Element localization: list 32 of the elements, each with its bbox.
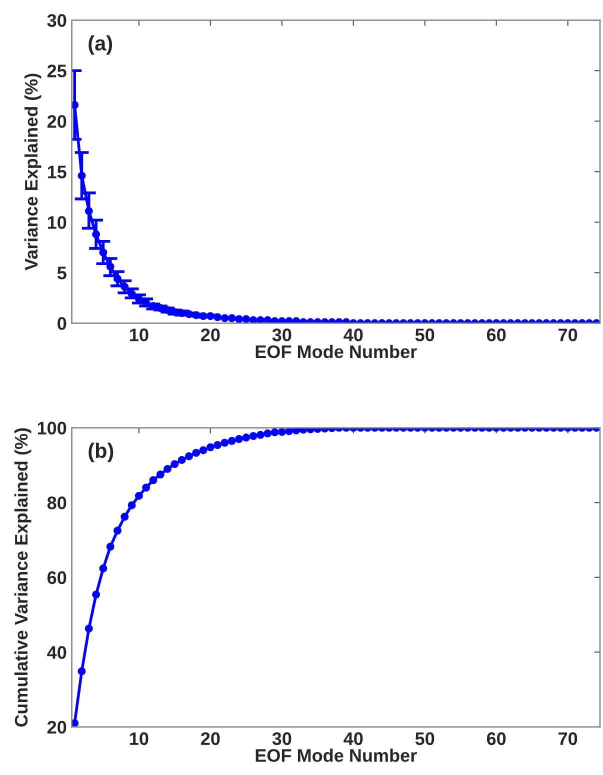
x-tick-label: 30 — [272, 328, 292, 342]
y-tick-label: 30 — [47, 14, 66, 27]
x-tick-label: 50 — [415, 328, 434, 342]
x-axis-title: EOF Mode Number — [256, 748, 417, 762]
x-tick-label: 40 — [344, 732, 363, 746]
y-tick-label: 25 — [47, 64, 66, 78]
x-tick-label: 20 — [201, 732, 220, 746]
y-tick-label: 40 — [47, 646, 66, 659]
y-tick-label: 5 — [57, 266, 66, 280]
y-tick-label: 80 — [47, 496, 66, 510]
y-tick-label: 15 — [48, 166, 66, 178]
x-tick-label: 60 — [486, 732, 506, 746]
x-tick-label: 70 — [558, 732, 578, 746]
y-tick-label: 0 — [58, 317, 66, 330]
y-tick-label: 60 — [47, 571, 66, 584]
x-tick-label: 20 — [201, 328, 220, 342]
x-tick-label: 10 — [130, 328, 148, 342]
x-tick-label: 70 — [558, 328, 578, 342]
x-tick-label: 30 — [272, 732, 292, 746]
y-tick-label: 20 — [47, 720, 66, 734]
x-axis-title: EOF Mode Number — [256, 344, 417, 358]
annotation: (b) — [88, 442, 114, 462]
y-axis-title: Cumulative Variance Explained (%) — [14, 428, 32, 727]
y-axis-title: Variance Explained (%) — [24, 74, 42, 270]
x-tick-label: 10 — [130, 732, 148, 746]
y-tick-label: 10 — [48, 216, 66, 229]
annotation: (a) — [88, 35, 112, 55]
x-tick-label: 40 — [344, 328, 363, 342]
x-tick-label: 60 — [486, 328, 506, 342]
y-tick-label: 100 — [38, 422, 66, 435]
x-tick-label: 50 — [415, 732, 434, 746]
y-tick-label: 20 — [47, 115, 66, 128]
